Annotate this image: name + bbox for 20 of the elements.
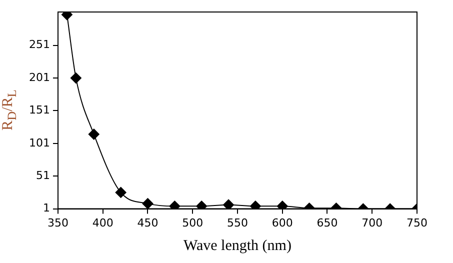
x-tick-label: 750: [406, 216, 428, 230]
x-tick-label: 650: [316, 216, 338, 230]
point: [223, 199, 234, 209]
y-tick-label: 251: [28, 38, 50, 52]
point: [88, 128, 100, 140]
x-tick-label: 600: [272, 216, 293, 230]
y-tick-label: 201: [28, 70, 50, 84]
y-tick-label: 151: [28, 104, 50, 117]
x-tick-label: 550: [227, 216, 248, 230]
point: [115, 186, 126, 198]
x-tick-label: 400: [92, 216, 114, 230]
y-tick-label: 101: [28, 136, 50, 150]
x-tick-label: 500: [182, 216, 204, 230]
y-tick-label: 1: [42, 202, 50, 215]
y-tick-label: 51: [36, 168, 50, 182]
x-tick-label: 700: [362, 216, 383, 230]
x-axis-title: Wave length (nm): [184, 238, 292, 254]
point: [70, 72, 82, 84]
x-tick-label: 350: [47, 216, 68, 230]
x-tick-label: 450: [137, 216, 158, 230]
